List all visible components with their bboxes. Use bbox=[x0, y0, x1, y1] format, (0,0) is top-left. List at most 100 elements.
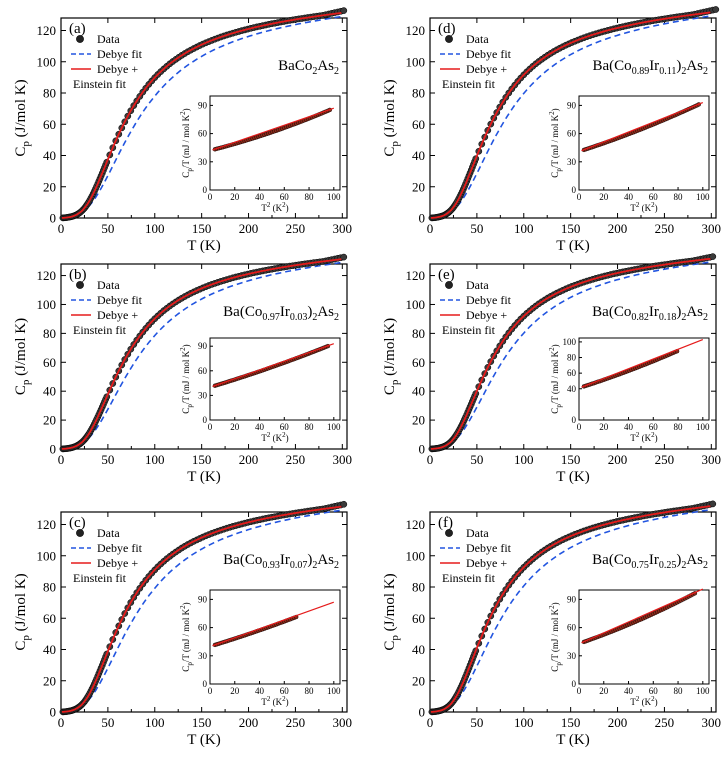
inset-x-tick-label: 80 bbox=[674, 422, 684, 432]
inset-y-tick-label: 90 bbox=[567, 594, 577, 604]
inset-y-tick-label: 80 bbox=[567, 353, 577, 363]
legend-de-label: Debye + bbox=[97, 308, 138, 322]
y-tick-label: 0 bbox=[419, 442, 426, 457]
y-tick-label: 60 bbox=[412, 611, 425, 626]
y-tick-label: 100 bbox=[406, 297, 426, 312]
x-axis-label: T (K) bbox=[556, 469, 589, 485]
inset-y-tick-label: 90 bbox=[567, 100, 577, 110]
y-tick-label: 0 bbox=[50, 442, 57, 457]
inset-x-tick-label: 20 bbox=[599, 686, 609, 696]
inset-y-label: Cp/T (mJ / mol K2) bbox=[179, 602, 194, 671]
inset-y-label: Cp/T (mJ / mol K2) bbox=[548, 108, 563, 177]
legend-data-marker bbox=[76, 35, 84, 43]
y-tick-label: 40 bbox=[43, 148, 56, 163]
legend-data-label: Data bbox=[97, 32, 120, 46]
x-axis-label: T (K) bbox=[556, 732, 589, 748]
legend-de-label-2: Einstein fit bbox=[73, 323, 127, 337]
series-debye-fit bbox=[430, 15, 710, 219]
x-tick-label: 0 bbox=[58, 452, 65, 467]
data-point bbox=[709, 253, 717, 260]
inset-y-tick-label: 0 bbox=[203, 679, 208, 689]
inset-y-tick-label: 60 bbox=[567, 129, 577, 139]
y-tick-label: 0 bbox=[50, 705, 57, 720]
inset-y-tick-label: 90 bbox=[198, 100, 208, 110]
series-debye-einstein-fit bbox=[430, 11, 711, 219]
inset-x-tick-label: 20 bbox=[599, 192, 609, 202]
y-tick-label: 40 bbox=[412, 148, 425, 163]
x-tick-label: 250 bbox=[286, 221, 306, 236]
x-tick-label: 100 bbox=[514, 452, 534, 467]
x-tick-label: 50 bbox=[101, 452, 114, 467]
y-tick-label: 60 bbox=[412, 355, 425, 370]
inset-fit-line bbox=[581, 102, 704, 152]
series-debye-fit bbox=[61, 261, 341, 450]
y-tick-label: 80 bbox=[43, 580, 56, 595]
x-tick-label: 250 bbox=[655, 715, 675, 730]
x-tick-label: 150 bbox=[561, 715, 581, 730]
inset-x-label: T2 (K2) bbox=[261, 201, 288, 213]
y-axis-label: Cp (J/mol K) bbox=[13, 573, 32, 650]
inset: 0 20 40 60 80 100 0 30 60 90 T2 (K2) Cp/T (mJ / mol… bbox=[179, 589, 341, 707]
x-tick-label: 150 bbox=[561, 452, 581, 467]
y-tick-label: 0 bbox=[419, 211, 426, 226]
inset-x-tick-label: 100 bbox=[696, 686, 710, 696]
inset-frame bbox=[578, 337, 710, 421]
x-tick-label: 50 bbox=[101, 221, 114, 236]
x-tick-label: 100 bbox=[145, 452, 165, 467]
inset-x-label: T2 (K2) bbox=[630, 201, 657, 213]
panel-label: (b) bbox=[69, 267, 87, 283]
legend-debye-label: Debye fit bbox=[466, 293, 512, 307]
inset-x-tick-label: 100 bbox=[696, 422, 710, 432]
inset-x-tick-label: 80 bbox=[305, 422, 315, 432]
data-point bbox=[340, 500, 348, 508]
panel-label: (d) bbox=[438, 21, 456, 37]
x-tick-label: 0 bbox=[427, 452, 434, 467]
plot-frame bbox=[60, 263, 348, 450]
y-tick-label: 120 bbox=[406, 517, 426, 532]
y-tick-label: 40 bbox=[43, 384, 56, 399]
inset-y-tick-label: 60 bbox=[198, 129, 208, 139]
inset-x-tick-label: 20 bbox=[230, 422, 240, 432]
x-tick-label: 200 bbox=[239, 715, 259, 730]
legend-data-marker bbox=[445, 35, 453, 43]
inset-x-tick-label: 80 bbox=[305, 686, 315, 696]
legend-de-label-2: Einstein fit bbox=[73, 77, 127, 91]
inset-x-tick-label: 100 bbox=[327, 686, 341, 696]
y-axis-label: Cp (J/mol K) bbox=[382, 79, 401, 156]
inset-x-tick-label: 100 bbox=[327, 192, 341, 202]
inset-y-tick-label: 0 bbox=[572, 415, 577, 425]
y-tick-label: 100 bbox=[37, 548, 57, 563]
inset-y-tick-label: 30 bbox=[567, 157, 577, 167]
legend-debye-label: Debye fit bbox=[97, 47, 143, 61]
compound-label: Ba(Co0.89Ir0.11)2As2 bbox=[593, 58, 708, 77]
compound-label: Ba(Co0.97Ir0.03)2As2 bbox=[223, 304, 339, 323]
inset-x-tick-label: 60 bbox=[649, 192, 659, 202]
inset-y-tick-label: 0 bbox=[203, 415, 208, 425]
inset-y-tick-label: 60 bbox=[198, 623, 208, 633]
y-tick-label: 20 bbox=[412, 179, 425, 194]
inset-x-tick-label: 80 bbox=[305, 192, 315, 202]
inset-y-tick-label: 60 bbox=[198, 366, 208, 376]
inset-x-tick-label: 100 bbox=[327, 422, 341, 432]
x-tick-label: 300 bbox=[702, 715, 722, 730]
panel-label: (e) bbox=[438, 267, 455, 283]
y-tick-label: 120 bbox=[37, 268, 57, 283]
inset-y-tick-label: 40 bbox=[567, 384, 577, 394]
series-debye-einstein-fit bbox=[61, 258, 342, 450]
compound-label: Ba(Co0.82Ir0.18)2As2 bbox=[592, 304, 708, 323]
series-debye-fit bbox=[61, 16, 341, 219]
y-tick-label: 60 bbox=[43, 355, 56, 370]
inset-x-tick-label: 80 bbox=[674, 686, 684, 696]
legend-data-marker bbox=[76, 281, 84, 289]
legend-data-label: Data bbox=[466, 32, 489, 46]
inset-x-label: T2 (K2) bbox=[630, 695, 657, 707]
x-tick-label: 100 bbox=[145, 221, 165, 236]
plot-frame bbox=[429, 263, 717, 450]
